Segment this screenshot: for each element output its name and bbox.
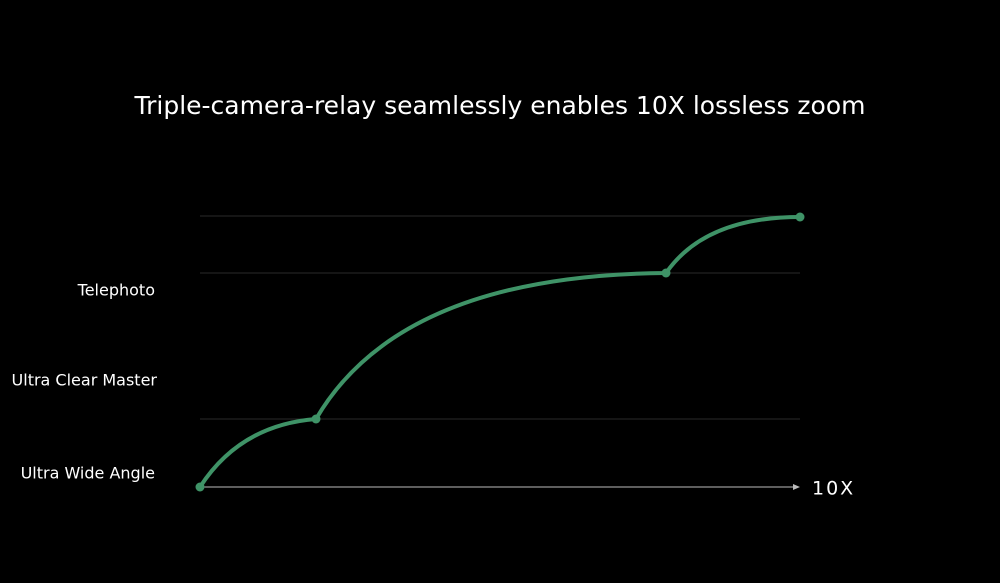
curve-point (661, 268, 671, 278)
curve-point (795, 212, 805, 222)
axis-label: 10X (812, 478, 855, 500)
curve-point (311, 414, 321, 424)
camera-label: Ultra Wide Angle (21, 464, 155, 483)
zoom-curve (198, 215, 802, 489)
curve-point (195, 482, 205, 492)
camera-label: Telephoto (77, 281, 155, 300)
title: Triple-camera-relay seamlessly enables 1… (134, 91, 866, 120)
axis-arrow (793, 484, 800, 490)
camera-label: Ultra Clear Master (12, 371, 158, 390)
